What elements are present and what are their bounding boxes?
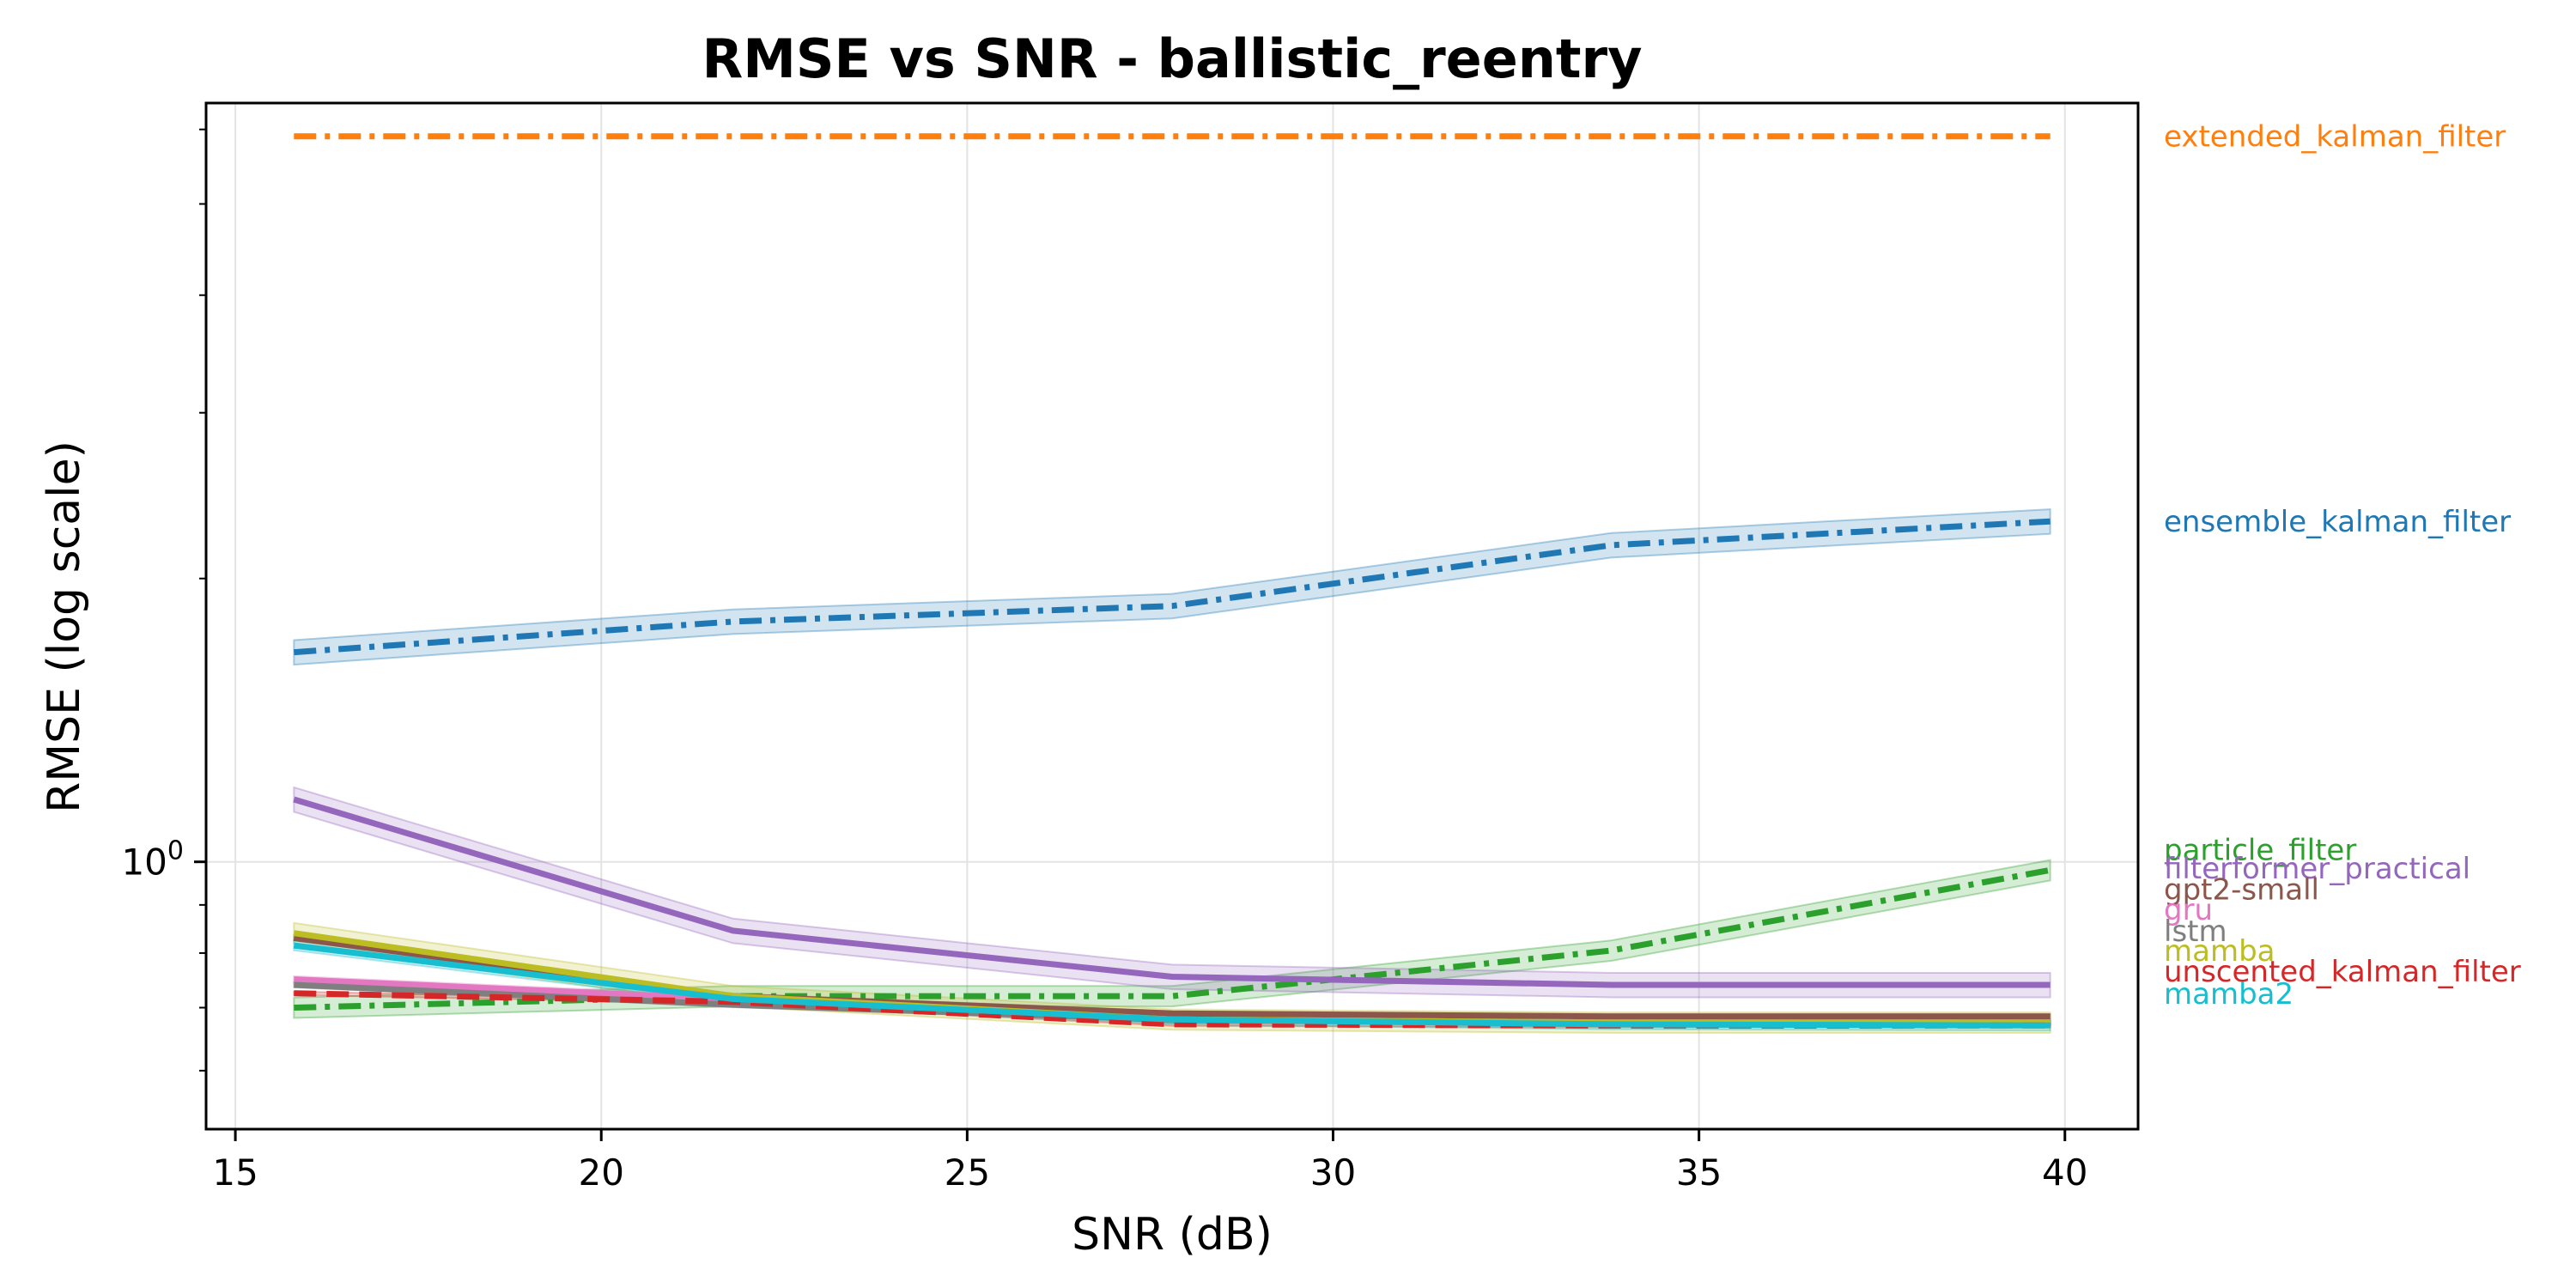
series-line-filterformer-practical xyxy=(293,796,2050,988)
series-label-gru: gru xyxy=(2164,893,2213,927)
series-label-filterformer-practical: filterformer_practical xyxy=(2164,852,2470,886)
axis-ticks: 15 20 25 30 35 40 100 xyxy=(121,128,2087,1194)
x-tick-label: 15 xyxy=(212,1151,258,1194)
chart-title: RMSE vs SNR - ballistic_reentry xyxy=(702,27,1642,90)
band-ensemble-kalman-filter xyxy=(293,508,2051,666)
confidence-bands xyxy=(293,508,2051,1034)
series-label-gpt2-small: gpt2-small xyxy=(2164,873,2319,908)
x-tick-label: 40 xyxy=(2042,1151,2087,1194)
series-line-mamba2 xyxy=(293,942,2050,1029)
series-labels: extended_kalman_filter ensemble_kalman_fi… xyxy=(2164,120,2521,1012)
series-lines xyxy=(293,133,2051,1029)
plot-frame xyxy=(204,101,2140,1131)
x-tick-label: 30 xyxy=(1310,1151,1356,1194)
y-axis-label: RMSE (log scale) xyxy=(39,440,90,813)
y-tick-label: 100 xyxy=(121,836,184,884)
grid-lines xyxy=(206,103,2138,1129)
band-particle-filter xyxy=(293,859,2051,1019)
series-label-mamba2: mamba2 xyxy=(2164,977,2293,1012)
series-label-extended-kalman-filter: extended_kalman_filter xyxy=(2164,120,2506,155)
series-label-unscented-kalman-filter: unscented_kalman_filter xyxy=(2164,955,2521,989)
x-axis-label: SNR (dB) xyxy=(1072,1209,1273,1261)
series-line-ensemble-kalman-filter xyxy=(294,518,2050,656)
x-tick-label: 35 xyxy=(1676,1151,1722,1194)
series-label-ensemble-kalman-filter: ensemble_kalman_filter xyxy=(2164,505,2511,539)
series-label-lstm: lstm xyxy=(2164,914,2227,949)
x-tick-label: 25 xyxy=(945,1151,990,1194)
x-tick-label: 20 xyxy=(579,1151,624,1194)
band-filterformer-practical xyxy=(293,786,2051,999)
series-label-mamba: mamba xyxy=(2164,934,2275,969)
series-label-particle-filter: particle_filter xyxy=(2164,834,2356,868)
